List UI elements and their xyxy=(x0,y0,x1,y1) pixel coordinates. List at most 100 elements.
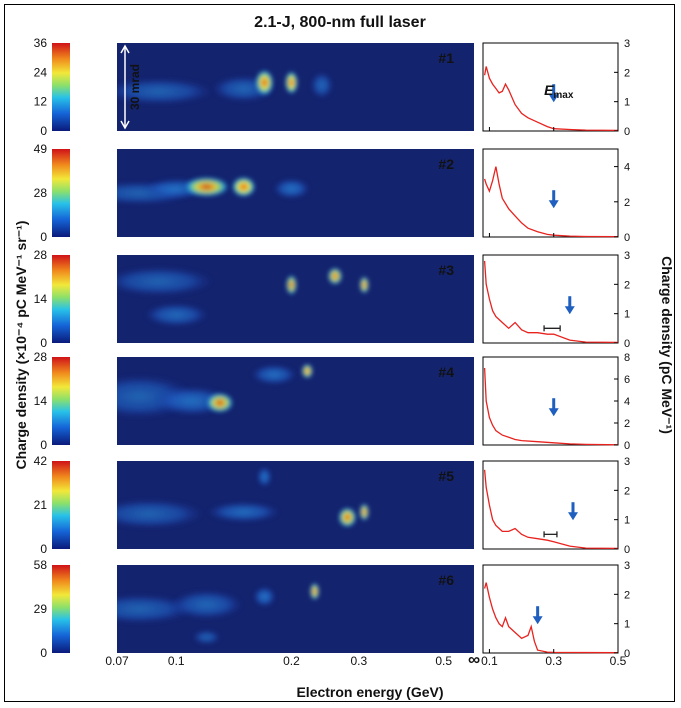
emax-arrow-head xyxy=(564,306,575,315)
emax-arrow-head xyxy=(548,94,559,103)
colorbar-tick-label: 29 xyxy=(34,602,48,616)
spectrum-y-tick-label: 8 xyxy=(624,352,630,364)
colorbar-tick-label: 0 xyxy=(40,336,47,350)
heatmap-spot xyxy=(310,72,333,98)
heatmap-spot xyxy=(117,499,204,528)
spectrum-y-tick-label: 1 xyxy=(624,619,630,631)
spectrum-frame xyxy=(482,148,619,238)
colorbar-tick-label: 14 xyxy=(34,292,48,306)
spectrum-frame xyxy=(482,356,619,446)
spectrum-y-tick-label: 3 xyxy=(624,456,630,468)
heatmap-spot xyxy=(184,176,230,197)
spectrum-y-tick-label: 1 xyxy=(624,309,630,321)
energy-tick-label: ∞ xyxy=(468,650,480,669)
spectrum-y-tick-label: 0 xyxy=(624,440,630,452)
heatmap-spots xyxy=(117,267,369,327)
heatmap-spots xyxy=(117,364,313,418)
heatmap-spot xyxy=(310,582,320,600)
spectrum-y-tick-label: 2 xyxy=(624,485,630,497)
panel-2: 49 28 0 #2 0 2 4 xyxy=(34,142,630,244)
scale-bar-arrow-down xyxy=(120,120,130,130)
heatmap-spot xyxy=(301,364,313,379)
right-axis-label: Charge density (pC MeV⁻¹) xyxy=(659,256,675,434)
colorbar-tick-label: 14 xyxy=(34,394,48,408)
spectrum-y-tick-label: 2 xyxy=(624,67,630,79)
heatmap-spots xyxy=(117,176,310,205)
heatmap-spot xyxy=(170,590,243,619)
spectrum-line xyxy=(483,260,619,344)
emax-arrow-head xyxy=(568,512,578,521)
colorbar xyxy=(52,255,70,343)
energy-tick-label: 0.3 xyxy=(350,654,367,668)
colorbar xyxy=(52,149,70,237)
colorbar-tick-label: 28 xyxy=(34,350,48,364)
figure-frame xyxy=(4,4,675,702)
colorbar-tick-label: 0 xyxy=(40,646,47,660)
spectrum-energy-tick-label: 0.3 xyxy=(545,654,562,668)
heatmap-spot xyxy=(286,275,297,295)
colorbar-tick-label: 24 xyxy=(34,65,48,79)
energy-tick-label: 0.07 xyxy=(105,654,129,668)
panel-number: #4 xyxy=(438,364,454,380)
panel-number: #6 xyxy=(438,572,454,588)
heatmap-spot xyxy=(251,364,297,385)
emax-label-subscript: max xyxy=(553,90,573,101)
spectrum-y-tick-label: 2 xyxy=(624,589,630,601)
spectrum-line xyxy=(483,582,619,654)
spectrum-frame xyxy=(482,564,619,654)
emax-arrow-head xyxy=(548,408,559,417)
spectrum-energy-tick-label: 0.1 xyxy=(481,654,498,668)
spectrum-frame xyxy=(482,460,619,550)
colorbar-tick-label: 42 xyxy=(34,454,48,468)
figure-title: 2.1-J, 800-nm full laser xyxy=(254,14,426,31)
heatmap-spot xyxy=(253,586,276,607)
heatmap-spot xyxy=(285,71,298,94)
emax-arrow-head xyxy=(548,200,559,209)
colorbar-tick-label: 12 xyxy=(34,95,48,109)
heatmap-spot xyxy=(193,630,221,645)
spectrum-y-tick-label: 3 xyxy=(624,560,630,572)
colorbar-tick-label: 28 xyxy=(34,186,48,200)
heatmap-spot xyxy=(117,78,213,105)
spectrum-y-tick-label: 4 xyxy=(624,396,630,408)
colorbar-tick-label: 21 xyxy=(34,498,48,512)
energy-tick-label: 0.1 xyxy=(168,654,185,668)
spectrum-y-tick-label: 0 xyxy=(624,648,630,660)
panel-number: #1 xyxy=(438,50,454,66)
spectrum-y-tick-label: 3 xyxy=(624,250,630,262)
colorbar-tick-label: 0 xyxy=(40,542,47,556)
heatmap-spot xyxy=(273,178,310,199)
heatmap-spot xyxy=(206,392,234,413)
emax-arrow-head xyxy=(532,616,543,625)
heatmap-spot xyxy=(257,466,272,487)
panel-3: 28 14 0 #3 0 1 2 3 xyxy=(34,248,630,350)
spectrum-energy-tick-label: 0.5 xyxy=(610,654,627,668)
heatmap-spot xyxy=(207,502,280,522)
scale-bar-label: 30 mrad xyxy=(128,64,142,110)
heatmap-spot xyxy=(359,276,369,294)
panel-number: #2 xyxy=(438,156,454,172)
energy-axis-ticks: 0.07 0.1 0.2 0.3 0.5 ∞ 0.1 0.3 0.5 xyxy=(105,650,626,669)
colorbar-tick-label: 0 xyxy=(40,124,47,138)
colorbar xyxy=(52,461,70,549)
spectrum-y-tick-label: 0 xyxy=(624,338,630,350)
colorbar-tick-label: 0 xyxy=(40,438,47,452)
spectrum-y-tick-label: 2 xyxy=(624,197,630,209)
heatmap-spots xyxy=(117,582,320,645)
spectrum-y-tick-label: 0 xyxy=(624,126,630,138)
spectrum-y-tick-label: 0 xyxy=(624,232,630,244)
colorbar-tick-label: 28 xyxy=(34,248,48,262)
colorbar-tick-label: 0 xyxy=(40,230,47,244)
spectrum-y-tick-label: 2 xyxy=(624,418,630,430)
heatmap-spot xyxy=(255,69,274,96)
colorbar xyxy=(52,565,70,653)
scale-bar-arrow-up xyxy=(120,44,130,54)
panel-6: 58 29 0 #6 0 1 2 3 xyxy=(34,558,630,660)
spectrum-y-tick-label: 1 xyxy=(624,97,630,109)
spectrum-y-tick-label: 1 xyxy=(624,515,630,527)
energy-tick-label: 0.2 xyxy=(283,654,300,668)
colorbar-tick-label: 58 xyxy=(34,558,48,572)
heatmap-spots xyxy=(117,466,369,528)
